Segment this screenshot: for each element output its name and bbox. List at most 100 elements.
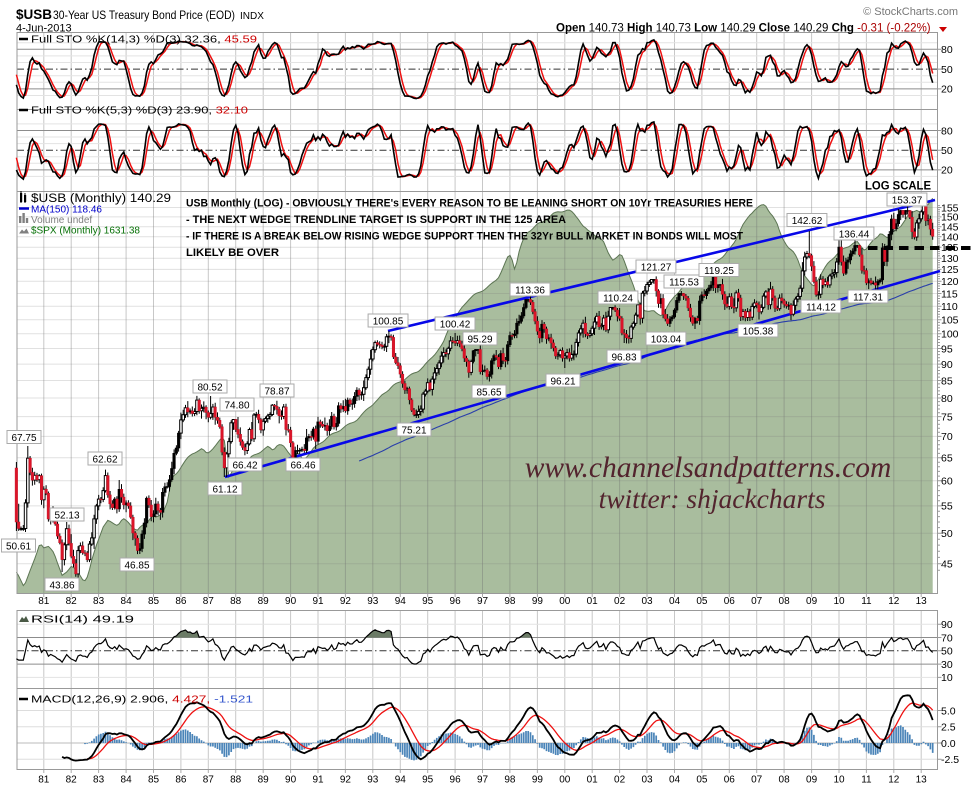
svg-text:130: 130	[941, 253, 959, 265]
svg-text:89: 89	[258, 596, 270, 607]
svg-text:© StockCharts.com: © StockCharts.com	[863, 6, 958, 18]
svg-text:66.46: 66.46	[290, 461, 315, 472]
svg-text:97: 97	[477, 596, 489, 607]
svg-text:85: 85	[148, 596, 160, 607]
svg-text:153.37: 153.37	[892, 196, 923, 207]
svg-text:95.29: 95.29	[467, 335, 492, 346]
svg-text:87: 87	[203, 775, 215, 786]
svg-text:61.12: 61.12	[212, 485, 237, 496]
svg-text:125: 125	[941, 264, 959, 276]
svg-text:91: 91	[312, 775, 324, 786]
svg-text:10: 10	[833, 775, 845, 786]
svg-text:85: 85	[148, 775, 160, 786]
svg-text:LOG SCALE: LOG SCALE	[865, 179, 931, 193]
svg-text:80: 80	[941, 125, 953, 137]
svg-text:LIKELY BE OVER: LIKELY BE OVER	[186, 247, 279, 259]
svg-text:97: 97	[477, 775, 489, 786]
svg-text:46.85: 46.85	[124, 561, 149, 572]
svg-text:85: 85	[941, 375, 953, 387]
svg-text:86: 86	[175, 775, 187, 786]
svg-text:5.0: 5.0	[941, 705, 956, 717]
svg-text:www.channelsandpatterns.com: www.channelsandpatterns.com	[525, 452, 892, 484]
svg-text:62.62: 62.62	[92, 455, 117, 466]
svg-text:93: 93	[367, 596, 379, 607]
svg-text:03: 03	[641, 596, 653, 607]
svg-text:USB Monthly (LOG) - OBVIOUSLY: USB Monthly (LOG) - OBVIOUSLY THERE's EV…	[186, 198, 753, 210]
svg-text:10: 10	[941, 672, 953, 684]
svg-text:83: 83	[93, 596, 105, 607]
svg-text:93: 93	[367, 775, 379, 786]
svg-text:114.12: 114.12	[806, 303, 836, 314]
svg-text:96.21: 96.21	[550, 377, 575, 388]
svg-text:105.38: 105.38	[743, 327, 774, 338]
svg-text:08: 08	[779, 596, 791, 607]
svg-text:86: 86	[175, 596, 187, 607]
svg-text:94: 94	[395, 775, 407, 786]
svg-text:50: 50	[941, 64, 953, 76]
svg-text:105: 105	[941, 315, 959, 327]
svg-text:98: 98	[504, 596, 516, 607]
svg-text:113.36: 113.36	[515, 286, 545, 297]
svg-text:0.0: 0.0	[941, 738, 956, 750]
svg-text:142.62: 142.62	[792, 216, 823, 227]
svg-text:120: 120	[941, 276, 959, 288]
svg-text:52.13: 52.13	[54, 511, 79, 522]
svg-text:45: 45	[941, 559, 953, 571]
svg-text:70: 70	[941, 431, 953, 443]
svg-text:04: 04	[669, 596, 681, 607]
svg-text:2.5: 2.5	[941, 722, 956, 734]
svg-text:150: 150	[941, 212, 959, 224]
svg-text:50.61: 50.61	[6, 542, 31, 553]
svg-text:04: 04	[669, 775, 681, 786]
svg-text:84: 84	[121, 775, 133, 786]
svg-text:$USB: $USB	[16, 7, 52, 22]
svg-text:$USB (Monthly) 140.29: $USB (Monthly) 140.29	[31, 193, 171, 205]
svg-text:100.42: 100.42	[440, 320, 471, 331]
svg-text:99: 99	[532, 775, 544, 786]
svg-text:02: 02	[614, 596, 626, 607]
svg-text:30-Year US Treasury Bond Price: 30-Year US Treasury Bond Price (EOD)	[53, 8, 235, 22]
svg-text:90: 90	[285, 596, 297, 607]
svg-text:94: 94	[395, 596, 407, 607]
svg-text:92: 92	[340, 596, 352, 607]
svg-text:88: 88	[230, 775, 242, 786]
svg-text:11: 11	[861, 596, 872, 607]
svg-text:60: 60	[941, 476, 953, 488]
svg-text:87: 87	[203, 596, 215, 607]
svg-text:81: 81	[38, 775, 50, 786]
svg-text:13: 13	[916, 596, 928, 607]
svg-text:11: 11	[861, 775, 872, 786]
svg-text:4-Jun-2013: 4-Jun-2013	[16, 23, 72, 35]
svg-text:110.24: 110.24	[603, 294, 633, 305]
svg-text:Open 140.73 High 140.73 Low 14: Open 140.73 High 140.73 Low 140.29 Close…	[556, 23, 931, 35]
svg-text:Full STO %K(5,3) %D(3) 23.90,: Full STO %K(5,3) %D(3) 23.90, 32.10	[31, 105, 248, 117]
svg-text:00: 00	[559, 775, 571, 786]
svg-text:89: 89	[258, 775, 270, 786]
svg-text:96.83: 96.83	[611, 353, 636, 364]
svg-text:83: 83	[93, 775, 105, 786]
svg-text:07: 07	[751, 775, 763, 786]
svg-text:66.42: 66.42	[232, 461, 257, 472]
svg-text:70: 70	[941, 632, 953, 644]
svg-text:06: 06	[724, 775, 736, 786]
svg-text:55: 55	[941, 501, 953, 513]
svg-text:119.25: 119.25	[704, 266, 734, 277]
svg-text:INDX: INDX	[240, 11, 264, 22]
svg-text:MA(150) 118.46: MA(150) 118.46	[31, 205, 102, 216]
svg-text:115: 115	[941, 288, 958, 300]
svg-text:75.21: 75.21	[401, 426, 426, 437]
svg-text:65: 65	[941, 453, 953, 465]
svg-text:06: 06	[724, 596, 736, 607]
svg-text:92: 92	[340, 775, 352, 786]
svg-text:- IF THERE IS A BREAK BELOW RI: - IF THERE IS A BREAK BELOW RISING WEDGE…	[186, 231, 744, 243]
svg-text:01: 01	[587, 775, 599, 786]
svg-text:145: 145	[941, 222, 959, 234]
svg-text:20: 20	[941, 84, 953, 96]
svg-text:50: 50	[941, 528, 953, 540]
svg-text:100.85: 100.85	[373, 317, 404, 328]
svg-text:155: 155	[941, 202, 959, 214]
svg-text:12: 12	[888, 596, 900, 607]
svg-text:$SPX (Monthly) 1631.38: $SPX (Monthly) 1631.38	[31, 226, 140, 237]
svg-text:09: 09	[806, 775, 818, 786]
svg-text:02: 02	[614, 775, 626, 786]
